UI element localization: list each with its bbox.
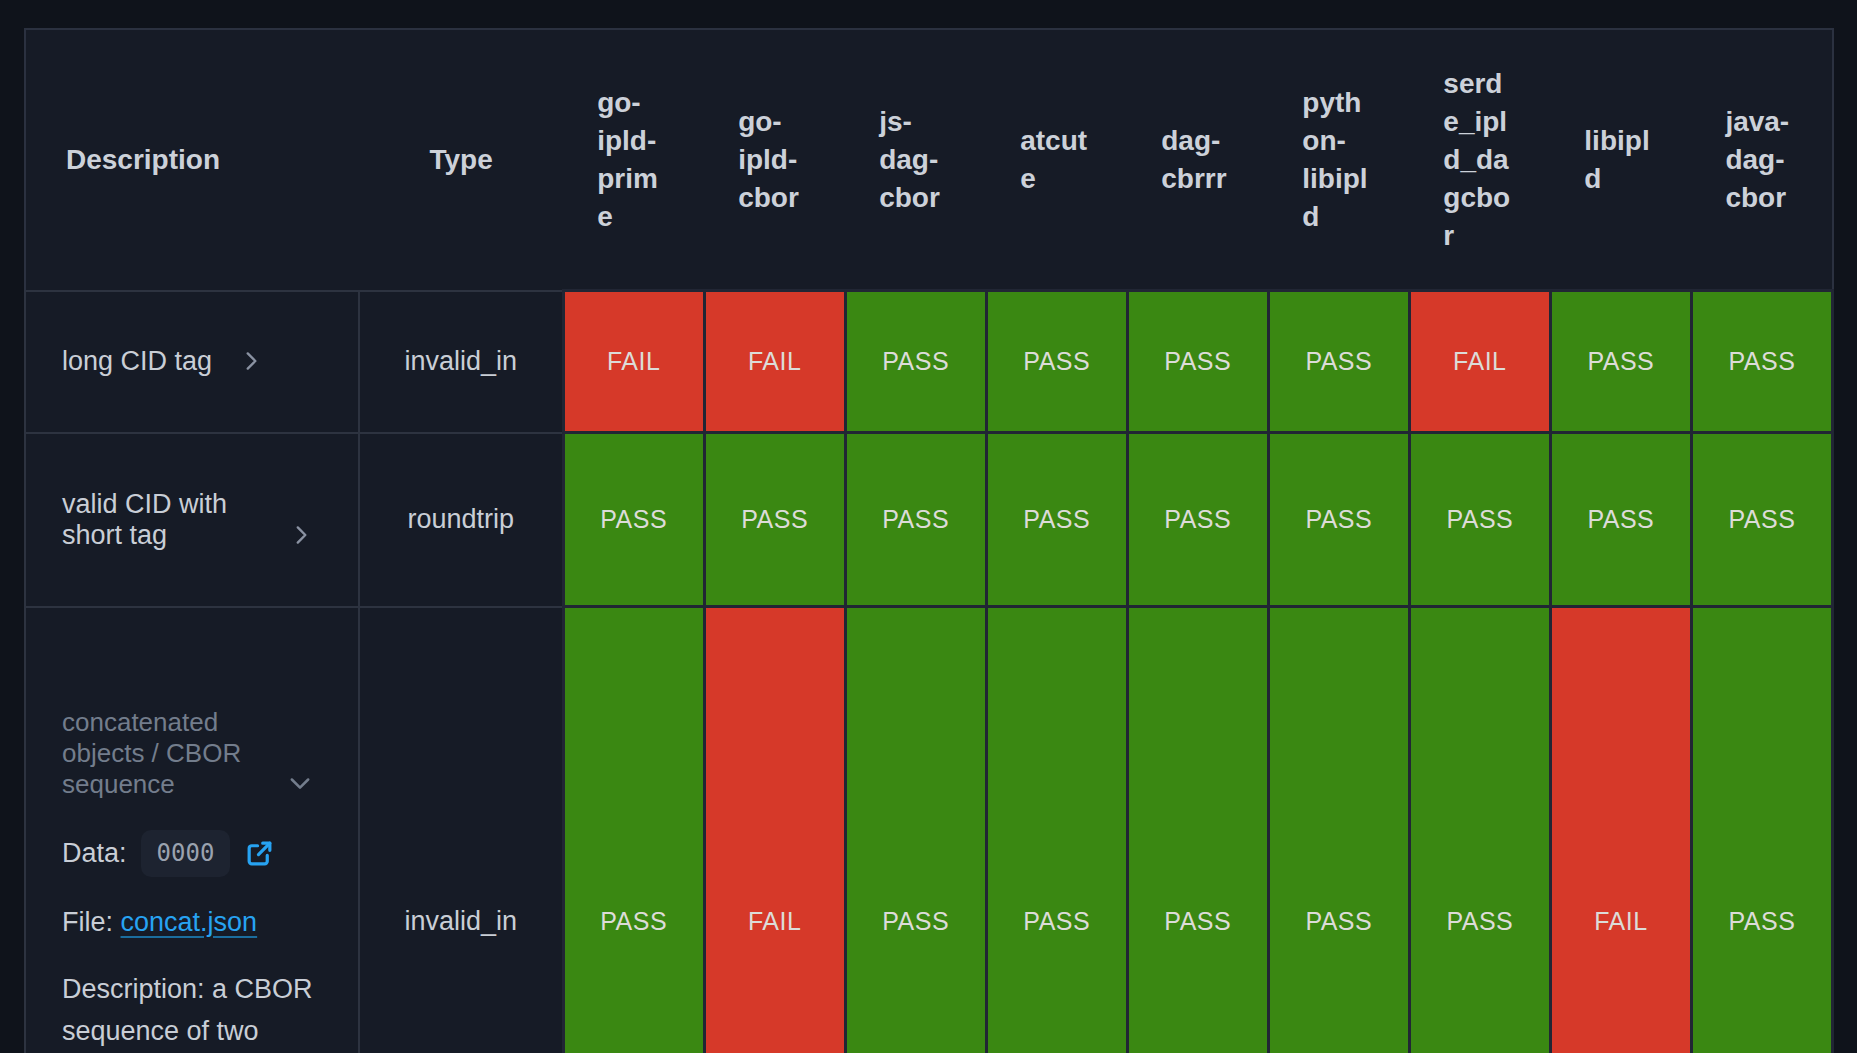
result-cell-pass: PASS <box>986 433 1127 607</box>
chevron-down-icon[interactable] <box>286 769 314 797</box>
type-cell: roundtrip <box>359 433 563 607</box>
column-header-serde_ipld_dagcbor: serde_ipld_dagcbor <box>1409 29 1550 291</box>
result-cell-pass: PASS <box>1268 291 1409 433</box>
result-cell-fail: FAIL <box>563 291 704 433</box>
result-cell-pass: PASS <box>563 433 704 607</box>
data-label: Data: <box>62 838 127 869</box>
description-cell[interactable]: long CID tag <box>25 291 359 433</box>
result-cell-pass: PASS <box>986 607 1127 1053</box>
result-cell-pass: PASS <box>1691 607 1832 1053</box>
column-header-libipld: libipld <box>1550 29 1691 291</box>
result-cell-pass: PASS <box>1268 607 1409 1053</box>
result-cell-pass: PASS <box>1127 607 1268 1053</box>
result-cell-fail: FAIL <box>704 291 845 433</box>
column-header-dag-cbrrr: dag-cbrrr <box>1127 29 1268 291</box>
result-cell-pass: PASS <box>1127 291 1268 433</box>
result-cell-pass: PASS <box>563 607 704 1053</box>
result-cell-pass: PASS <box>1691 433 1832 607</box>
result-cell-pass: PASS <box>1550 291 1691 433</box>
results-table-container: DescriptionTypego-ipld-primego-ipld-cbor… <box>24 28 1834 1053</box>
column-header-atcute: atcute <box>986 29 1127 291</box>
description-cell: concatenated objects / CBOR sequence Data… <box>25 607 359 1053</box>
type-cell: invalid_in <box>359 291 563 433</box>
result-cell-pass: PASS <box>1268 433 1409 607</box>
test-file-row: File: concat.json <box>62 907 314 938</box>
type-cell: invalid_in <box>359 607 563 1053</box>
result-cell-pass: PASS <box>1409 607 1550 1053</box>
result-cell-pass: PASS <box>845 291 986 433</box>
table-row: concatenated objects / CBOR sequence Data… <box>25 607 1833 1053</box>
chevron-right-icon[interactable] <box>238 348 264 374</box>
description-cell[interactable]: valid CID with short tag <box>25 433 359 607</box>
table-row: long CID taginvalid_inFAILFAILPASSPASSPA… <box>25 291 1833 433</box>
chevron-right-icon[interactable] <box>288 522 314 548</box>
result-cell-pass: PASS <box>704 433 845 607</box>
result-cell-pass: PASS <box>1550 433 1691 607</box>
file-label: File: <box>62 907 113 937</box>
row-description: long CID tag <box>62 346 212 377</box>
row-collapser[interactable]: concatenated objects / CBOR sequence <box>62 707 314 800</box>
data-code-pill: 0000 <box>141 830 231 877</box>
table-header: DescriptionTypego-ipld-primego-ipld-cbor… <box>25 29 1833 291</box>
result-cell-pass: PASS <box>845 607 986 1053</box>
result-cell-fail: FAIL <box>1550 607 1691 1053</box>
table-row: valid CID with short tagroundtripPASSPAS… <box>25 433 1833 607</box>
result-cell-pass: PASS <box>1409 433 1550 607</box>
column-header-description: Description <box>25 29 359 291</box>
result-cell-pass: PASS <box>1691 291 1832 433</box>
column-header-python-libipld: python-libipld <box>1268 29 1409 291</box>
test-description-row: Description: a CBOR sequence of two zero… <box>62 968 314 1053</box>
column-header-go-ipld-prime: go-ipld-prime <box>563 29 704 291</box>
file-link[interactable]: concat.json <box>121 907 258 937</box>
result-cell-fail: FAIL <box>704 607 845 1053</box>
column-header-type: Type <box>359 29 563 291</box>
column-header-js-dag-cbor: js-dag-cbor <box>845 29 986 291</box>
row-expander[interactable]: valid CID with short tag <box>62 489 314 551</box>
column-header-java-dag-cbor: java-dag-cbor <box>1691 29 1832 291</box>
result-cell-pass: PASS <box>1127 433 1268 607</box>
table-body: long CID taginvalid_inFAILFAILPASSPASSPA… <box>25 291 1833 1053</box>
test-data-row: Data: 0000 <box>62 830 314 877</box>
row-description: valid CID with short tag <box>62 489 262 551</box>
external-link-icon[interactable] <box>244 838 275 869</box>
result-cell-pass: PASS <box>986 291 1127 433</box>
result-cell-fail: FAIL <box>1409 291 1550 433</box>
description-label: Description: <box>62 974 205 1004</box>
test-results-table: DescriptionTypego-ipld-primego-ipld-cbor… <box>24 28 1834 1053</box>
expanded-description: concatenated objects / CBOR sequence Data… <box>62 707 314 1053</box>
row-expander[interactable]: long CID tag <box>62 346 314 377</box>
row-description: concatenated objects / CBOR sequence <box>62 707 260 800</box>
header-row: DescriptionTypego-ipld-primego-ipld-cbor… <box>25 29 1833 291</box>
result-cell-pass: PASS <box>845 433 986 607</box>
column-header-go-ipld-cbor: go-ipld-cbor <box>704 29 845 291</box>
